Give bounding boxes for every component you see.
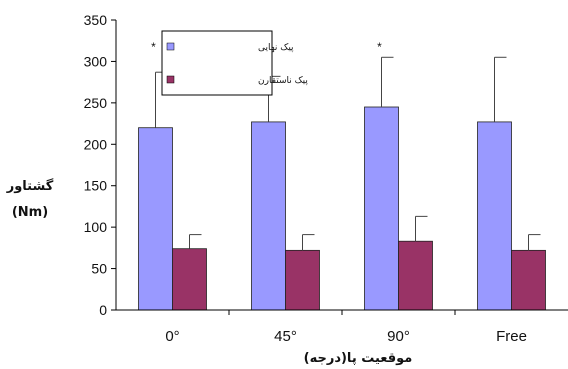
significance-star: * (377, 40, 382, 54)
bar-series-1 (364, 106, 399, 311)
x-axis-ticks (228, 310, 456, 315)
bars (138, 106, 546, 311)
y-axis-title-line1: گشتاور (6, 178, 54, 194)
bar-series-2 (398, 240, 433, 311)
legend-label-series-1: پیک نهایی (258, 43, 294, 53)
y-axis-title-line2: (Nm) (12, 205, 48, 220)
bar-series-1 (138, 127, 173, 311)
legend-swatch-series-1 (166, 42, 175, 51)
legend-label-series-2: پیک ناستقارن (258, 76, 308, 86)
x-axis-title: موقعیت پا(درجه) (304, 351, 413, 366)
y-tick-label: 0 (99, 302, 107, 318)
y-axis-ticks: 0 50 100 150 200 250 300 350 (84, 12, 116, 318)
bar-series-1 (251, 121, 286, 311)
bar-series-1 (477, 121, 512, 311)
x-category-label: Free (496, 328, 527, 345)
y-tick-label: 50 (91, 261, 107, 277)
bar-series-2 (285, 249, 320, 311)
x-axis-categories: 0° 45° 90° Free (165, 328, 527, 345)
x-category-label: 45° (274, 328, 297, 345)
legend: پیک نهایی پیک ناستقارن (161, 30, 308, 96)
y-tick-label: 350 (84, 12, 108, 28)
y-tick-label: 200 (84, 136, 108, 152)
legend-box (161, 30, 273, 96)
y-tick-label: 100 (84, 219, 108, 235)
y-tick-label: 250 (84, 95, 108, 111)
significance-markers: * * (151, 40, 382, 54)
x-category-label: 0° (165, 328, 179, 345)
legend-swatch-series-2 (166, 75, 175, 84)
y-tick-label: 300 (84, 53, 108, 69)
bar-series-2 (511, 249, 546, 311)
bar-series-2 (172, 248, 207, 311)
y-tick-label: 150 (84, 178, 108, 194)
significance-star: * (151, 40, 156, 54)
x-category-label: 90° (387, 328, 410, 345)
